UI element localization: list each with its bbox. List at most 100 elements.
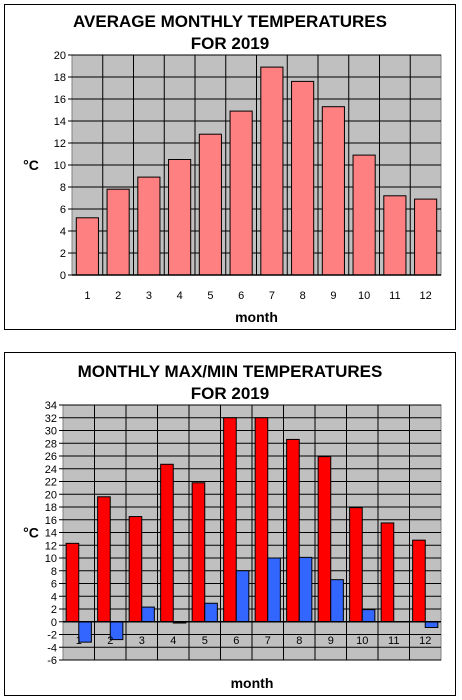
bar	[321, 106, 345, 276]
y-tick-label: 8	[60, 182, 66, 194]
bar	[291, 80, 315, 276]
chart-title-line-1: MONTHLY MAX/MIN TEMPERATURES	[77, 362, 383, 381]
x-tick-label: 12	[420, 290, 432, 302]
x-tick-label: 6	[233, 635, 239, 647]
bar-max	[412, 539, 426, 623]
x-tick-label: 7	[269, 290, 275, 302]
x-tick-label: 11	[388, 635, 399, 647]
x-tick-label: 8	[300, 290, 306, 302]
y-axis-label: °C	[23, 157, 39, 173]
x-tick-label: 6	[238, 290, 244, 302]
bar-max	[254, 417, 269, 623]
bar-max	[160, 463, 174, 623]
chart-title-line-2: FOR 2019	[190, 34, 270, 53]
bar	[106, 188, 130, 276]
y-tick-label: 16	[45, 515, 57, 527]
y-tick-label: 6	[51, 579, 57, 591]
bar-max	[65, 542, 80, 623]
x-tick-label: 5	[207, 290, 213, 302]
bar	[168, 159, 192, 276]
bar-max	[223, 417, 237, 623]
bar	[229, 110, 253, 276]
y-tick-label: 20	[54, 50, 66, 62]
y-tick-label: 8	[51, 566, 57, 578]
y-tick-label: 14	[45, 528, 57, 540]
y-tick-label: 32	[45, 413, 57, 425]
bar	[352, 154, 376, 276]
bar-max	[317, 456, 332, 623]
y-tick-label: 0	[60, 270, 66, 282]
y-tick-label: -4	[47, 642, 57, 654]
bar-min	[141, 606, 155, 623]
chart-title: MONTHLY MAX/MIN TEMPERATURES FOR 2019	[5, 361, 455, 405]
bar-min	[361, 609, 376, 623]
y-tick-label: 2	[51, 604, 57, 616]
x-axis-label: month	[231, 675, 274, 691]
y-tick-label: 12	[45, 540, 57, 552]
x-tick-label: 10	[356, 635, 368, 647]
bar-min	[235, 570, 250, 623]
bar	[260, 66, 284, 276]
x-tick-label: 3	[146, 290, 152, 302]
x-axis-label: month	[235, 309, 278, 325]
x-tick-label: 5	[202, 635, 208, 647]
y-tick-label: 14	[54, 116, 66, 128]
avg-temp-chart-panel: AVERAGE MONTHLY TEMPERATURES FOR 2019 0 2…	[4, 4, 456, 330]
bar-min	[204, 602, 218, 623]
y-tick-label: 4	[60, 226, 66, 238]
bar-max	[349, 507, 363, 623]
bar	[198, 133, 222, 276]
bar	[414, 198, 438, 276]
y-tick-label: 4	[51, 591, 57, 603]
x-tick-label: 4	[177, 290, 183, 302]
chart-title: AVERAGE MONTHLY TEMPERATURES FOR 2019	[5, 11, 455, 55]
y-tick-label: 18	[54, 72, 66, 84]
x-tick-label: 10	[358, 290, 370, 302]
x-tick-label: 7	[265, 635, 271, 647]
x-tick-label: 12	[419, 635, 431, 647]
y-tick-label: 26	[45, 451, 57, 463]
bar-max	[191, 482, 206, 623]
x-tick-label: 4	[170, 635, 176, 647]
y-tick-label: 10	[45, 553, 57, 565]
y-tick-label: -2	[47, 630, 57, 642]
y-tick-label: 16	[54, 94, 66, 106]
y-tick-label: 12	[54, 138, 66, 150]
bar-min	[298, 556, 313, 623]
y-tick-label: 2	[60, 248, 66, 260]
x-tick-label: 11	[389, 290, 400, 302]
bar-max	[128, 516, 143, 623]
bar-min	[267, 557, 281, 623]
y-axis-label: °C	[23, 525, 39, 541]
y-tick-label: 34	[45, 400, 57, 412]
bar	[75, 217, 99, 276]
x-tick-label: 1	[84, 290, 90, 302]
y-tick-label: 10	[54, 160, 66, 172]
bar-max	[380, 522, 395, 623]
y-tick-label: 30	[45, 426, 57, 438]
bar-max	[286, 438, 300, 623]
chart-title-line-2: FOR 2019	[190, 384, 270, 403]
x-tick-label: 9	[328, 635, 334, 647]
bar-min	[424, 621, 439, 628]
y-tick-label: 0	[51, 617, 57, 629]
y-tick-label: -6	[47, 655, 57, 667]
x-tick-label: 8	[296, 635, 302, 647]
y-tick-label: 24	[45, 464, 57, 476]
x-tick-label: 3	[139, 635, 145, 647]
chart-title-line-1: AVERAGE MONTHLY TEMPERATURES	[73, 12, 387, 31]
y-tick-label: 22	[45, 477, 57, 489]
bar	[383, 195, 407, 276]
bar-min	[330, 579, 344, 623]
y-tick-label: 28	[45, 438, 57, 450]
y-tick-label: 6	[60, 204, 66, 216]
bar-max	[97, 496, 111, 623]
x-tick-label: 2	[107, 635, 113, 647]
y-tick-label: 20	[45, 489, 57, 501]
x-tick-label: 1	[76, 635, 82, 647]
maxmin-temp-chart-panel: MONTHLY MAX/MIN TEMPERATURES FOR 2019 -6…	[4, 352, 456, 696]
x-tick-label: 2	[115, 290, 121, 302]
y-tick-label: 18	[45, 502, 57, 514]
